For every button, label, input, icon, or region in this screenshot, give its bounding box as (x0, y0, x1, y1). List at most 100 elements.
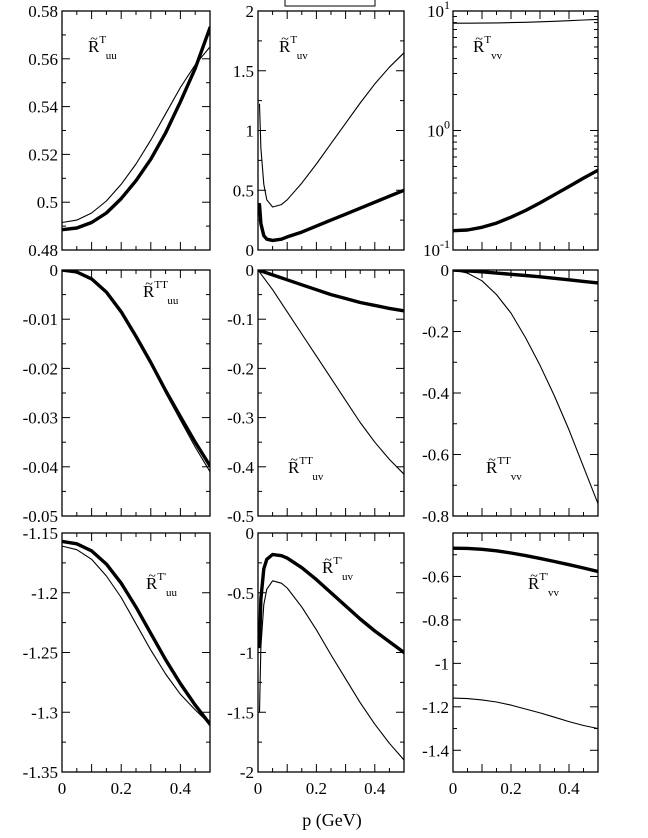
series-line-thick (62, 26, 210, 232)
y-tick-label: 1.5 (233, 62, 254, 81)
panel-label-sub: uv (342, 571, 354, 583)
y-tick-label: -0.4 (227, 458, 254, 477)
x-tick-label: 0.4 (364, 779, 386, 798)
x-axis-label: p (GeV) (302, 810, 361, 831)
panel-3-1: -1.35-1.3-1.25-1.2-1.150 0.2 0.4RT'uu~ (23, 524, 211, 798)
panel-label-base: R (143, 282, 155, 301)
y-tick-label: -0.3 (227, 409, 254, 428)
y-tick-label-base: 10 (427, 122, 444, 141)
panel-label: RT'uu (146, 571, 178, 599)
panel-label-sub: uu (166, 587, 178, 599)
y-tick-label: 0.56 (28, 50, 58, 69)
y-tick-label: -0.1 (227, 310, 254, 329)
panel-label-base: R (288, 458, 300, 477)
panel-label: RTT uv (288, 455, 324, 483)
y-tick-label: -1.5 (227, 703, 254, 722)
y-tick-label: -1.25 (23, 644, 58, 663)
series-line-thick (258, 552, 404, 655)
panel-label-sup: T (484, 34, 491, 46)
panel-label-tilde: ~ (488, 453, 496, 468)
panel-label-sup: T' (157, 571, 166, 583)
panel-label-sup: T (99, 34, 106, 46)
x-tick-label: 0.2 (111, 779, 132, 798)
y-tick-label: 0.5 (37, 193, 58, 212)
series-line-thin (258, 580, 404, 761)
series-line-thin (453, 697, 598, 730)
y-tick-label: 0 (246, 261, 255, 280)
y-tick-label: 10-1 (423, 237, 450, 260)
y-tick-label-exponent: 0 (444, 118, 450, 132)
series-line-thin (453, 18, 598, 24)
y-tick-label: 0.52 (28, 145, 58, 164)
panel-label-tilde: ~ (290, 453, 298, 468)
y-tick-label: -0.04 (23, 458, 59, 477)
panel-label: RTuu (88, 34, 117, 62)
series-line-thick (62, 270, 210, 468)
y-tick-label: 100 (427, 118, 450, 141)
y-tick-label: -1 (435, 654, 449, 673)
y-tick-label: 0.5 (233, 181, 254, 200)
panel-label-base: R (322, 558, 334, 577)
panel-label-sub: vv (491, 50, 503, 62)
panel-label-sub: uv (297, 50, 309, 62)
y-tick-label: -0.6 (422, 567, 449, 586)
panel-3-3: -1.4-1.2-1-0.8-0.60 0.2 0.4RT'vv~ (422, 532, 599, 798)
y-tick-label-exponent: -1 (440, 237, 450, 251)
y-tick-label: -1.15 (23, 524, 58, 543)
panel-label-base: R (486, 458, 498, 477)
panel-label-base: R (88, 37, 100, 56)
panel-label-base: R (146, 574, 158, 593)
panel-3-2: -2-1.5-1-0.500 0.2 0.4RT'uv~ (227, 524, 405, 798)
panel-label-sub: vv (548, 587, 560, 599)
panel-label-sub: uu (167, 295, 179, 307)
series-line-thick (258, 188, 404, 243)
x-tick-label: 0.4 (558, 779, 580, 798)
y-tick-label: 0 (246, 241, 255, 260)
panel-label-base: R (473, 37, 485, 56)
y-tick-label: 0.58 (28, 2, 58, 21)
y-tick-label: 0 (246, 524, 255, 543)
y-tick-label: -0.4 (422, 384, 449, 403)
panel-label-sub: vv (511, 471, 523, 483)
panel-label-tilde: ~ (475, 32, 483, 47)
series-line-thin (258, 270, 404, 475)
series-line-thick (258, 270, 404, 313)
series-line-thick (453, 270, 598, 285)
panel-label-sup: TT (154, 279, 168, 291)
y-tick-label: -0.2 (422, 323, 449, 342)
y-tick-label: -0.5 (227, 584, 254, 603)
x-tick-label: 0.4 (170, 779, 192, 798)
series-line-thick (453, 546, 598, 574)
panel-label-tilde: ~ (148, 569, 156, 584)
y-tick-label: 0 (441, 261, 450, 280)
y-tick-label: 1 (246, 122, 255, 141)
panel-label-tilde: ~ (324, 553, 332, 568)
x-tick-label: 0 (58, 779, 67, 798)
y-tick-label: 2 (246, 2, 255, 21)
x-tick-label: 0 (254, 779, 263, 798)
x-tick-label: 0.2 (306, 779, 327, 798)
series-line-thick (62, 539, 210, 726)
y-tick-label: -0.02 (23, 359, 58, 378)
x-tick-label: 0.2 (500, 779, 521, 798)
panel-2-2: -0.5 -0.4 -0.3 -0.2 -0.1 0 RTT uv ~ (227, 261, 405, 526)
panel-label-sub: uv (312, 471, 324, 483)
panel-label-tilde: ~ (145, 277, 153, 292)
y-tick-label: -0.8 (422, 611, 449, 630)
legend-box (284, 0, 376, 7)
series-line-thick (453, 168, 598, 233)
y-tick-label-base: 10 (427, 2, 444, 21)
series-line-thin (453, 270, 598, 505)
y-tick-label: -0.2 (227, 359, 254, 378)
y-tick-label: -1.3 (31, 703, 58, 722)
panel-label-sup: T (290, 34, 297, 46)
panel-label-base: R (528, 574, 540, 593)
panel-label-sup: TT (299, 455, 313, 467)
y-tick-label: -0.01 (23, 310, 58, 329)
